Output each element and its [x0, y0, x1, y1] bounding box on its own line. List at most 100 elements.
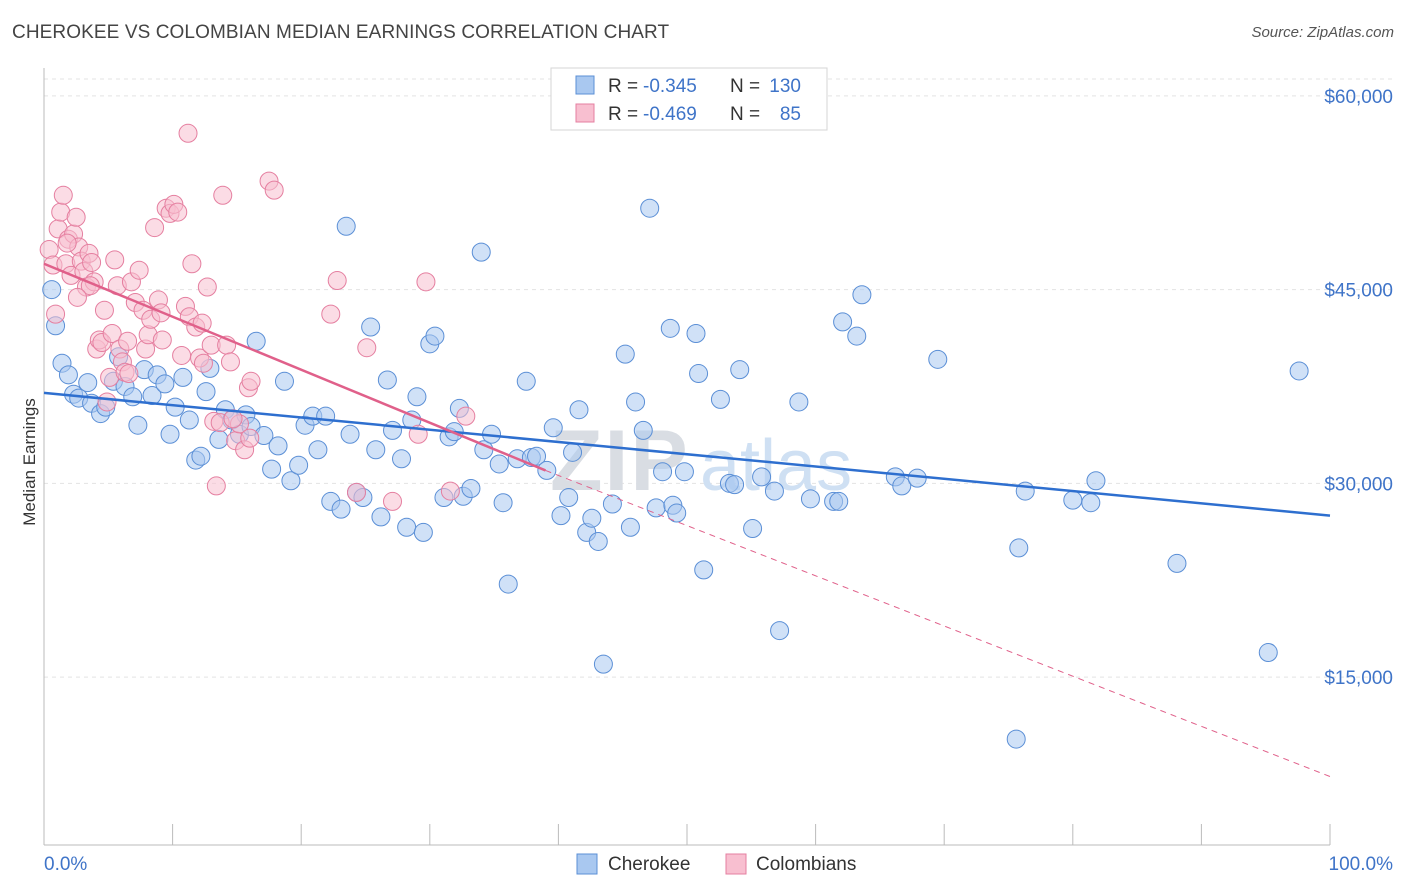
- data-point-cherokee: [582, 508, 602, 528]
- data-point-colombians: [168, 202, 188, 222]
- trend-line-cherokee: [43, 391, 1331, 517]
- y-axis-label: Median Earnings: [20, 398, 39, 526]
- data-point-cherokee: [191, 446, 211, 466]
- data-point-colombians: [240, 428, 260, 448]
- data-point-colombians: [327, 271, 347, 291]
- data-point-cherokee: [593, 654, 613, 674]
- data-point-cherokee: [78, 373, 98, 393]
- data-point-cherokee: [800, 489, 820, 509]
- data-point-cherokee: [730, 360, 750, 380]
- data-point-cherokee: [498, 574, 518, 594]
- axes: [43, 68, 1331, 846]
- data-point-cherokee: [268, 436, 288, 456]
- data-point-colombians: [178, 123, 198, 143]
- data-point-colombians: [206, 476, 226, 496]
- data-point-cherokee: [155, 374, 175, 394]
- data-point-colombians: [94, 300, 114, 320]
- data-point-colombians: [220, 352, 240, 372]
- data-point-colombians: [152, 330, 172, 350]
- data-point-cherokee: [173, 367, 193, 387]
- data-point-colombians: [118, 331, 138, 351]
- legend-n-label-colombians: N =: [730, 104, 760, 125]
- data-point-cherokee: [209, 429, 229, 449]
- data-point-cherokee: [383, 420, 403, 440]
- data-point-cherokee: [833, 312, 853, 332]
- data-point-cherokee: [493, 493, 513, 513]
- data-point-cherokee: [710, 389, 730, 409]
- data-point-cherokee: [160, 424, 180, 444]
- trend-extension-colombians: [545, 469, 1331, 778]
- y-tick-labels: $15,000 $30,000 $45,000 $60,000: [1324, 87, 1393, 689]
- legend-swatch-colombians: [575, 103, 595, 123]
- data-point-cherokee: [316, 406, 336, 426]
- y-tick-label: $45,000: [1324, 281, 1393, 302]
- data-point-colombians: [213, 185, 233, 205]
- trend-line-colombians: [43, 262, 547, 472]
- legend-swatch-cherokee-bottom: [576, 853, 598, 875]
- data-point-cherokee: [377, 370, 397, 390]
- data-point-cherokee: [602, 494, 622, 514]
- data-point-cherokee: [1258, 643, 1278, 663]
- data-point-cherokee: [907, 468, 927, 488]
- watermark: ZIP atlas: [550, 413, 852, 509]
- legend-r-value-cherokee: -0.345: [643, 76, 697, 97]
- legend-n-value-colombians: 85: [780, 104, 801, 125]
- data-point-cherokee: [274, 371, 294, 391]
- data-point-cherokee: [892, 476, 912, 496]
- data-point-cherokee: [725, 475, 745, 495]
- data-point-cherokee: [1167, 553, 1187, 573]
- data-point-cherokee: [361, 317, 381, 337]
- correlation-legend: R = -0.345 N = 130 R = -0.469 N = 85: [550, 67, 828, 131]
- data-point-cherokee: [340, 424, 360, 444]
- data-point-colombians: [119, 364, 139, 384]
- data-point-colombians: [182, 254, 202, 274]
- scatter-points: [39, 123, 1309, 749]
- data-point-colombians: [145, 218, 165, 238]
- y-tick-label: $60,000: [1324, 87, 1393, 108]
- data-point-cherokee: [516, 371, 536, 391]
- y-tick-label: $30,000: [1324, 474, 1393, 495]
- data-point-cherokee: [689, 364, 709, 384]
- data-point-cherokee: [1081, 493, 1101, 513]
- legend-r-label-colombians: R =: [608, 104, 638, 125]
- data-point-cherokee: [789, 392, 809, 412]
- data-point-cherokee: [331, 499, 351, 519]
- series-cherokee: [42, 198, 1309, 749]
- data-point-cherokee: [179, 410, 199, 430]
- data-point-colombians: [416, 272, 436, 292]
- x-tick-left: 0.0%: [44, 854, 87, 875]
- source-label: Source: ZipAtlas.com: [1251, 24, 1394, 41]
- chart-title: CHEROKEE VS COLOMBIAN MEDIAN EARNINGS CO…: [12, 22, 670, 43]
- legend-swatch-cherokee: [575, 75, 595, 95]
- data-point-cherokee: [829, 491, 849, 511]
- data-point-colombians: [129, 260, 149, 280]
- data-point-cherokee: [397, 517, 417, 537]
- data-point-colombians: [440, 481, 460, 501]
- data-point-cherokee: [543, 418, 563, 438]
- series-colombians: [39, 123, 476, 511]
- data-point-cherokee: [743, 519, 763, 539]
- data-point-cherokee: [1009, 538, 1029, 558]
- data-point-cherokee: [262, 459, 282, 479]
- data-point-cherokee: [653, 462, 673, 482]
- data-point-cherokee: [308, 440, 328, 460]
- legend-n-value-cherokee: 130: [769, 76, 801, 97]
- legend-label-colombians: Colombians: [756, 854, 856, 875]
- data-point-cherokee: [694, 560, 714, 580]
- data-point-cherokee: [407, 387, 427, 407]
- legend-n-label-cherokee: N =: [730, 76, 760, 97]
- data-point-cherokee: [489, 454, 509, 474]
- data-point-colombians: [82, 252, 102, 272]
- data-point-cherokee: [128, 415, 148, 435]
- data-point-colombians: [67, 287, 87, 307]
- series-legend: Cherokee Colombians: [576, 853, 856, 875]
- data-point-cherokee: [196, 382, 216, 402]
- data-point-colombians: [102, 324, 122, 343]
- data-point-colombians: [241, 371, 261, 391]
- data-point-cherokee: [371, 507, 391, 527]
- legend-r-value-colombians: -0.469: [643, 104, 697, 125]
- data-point-cherokee: [667, 503, 687, 523]
- data-point-cherokee: [764, 481, 784, 501]
- legend-r-label-cherokee: R =: [608, 76, 638, 97]
- data-point-cherokee: [425, 326, 445, 346]
